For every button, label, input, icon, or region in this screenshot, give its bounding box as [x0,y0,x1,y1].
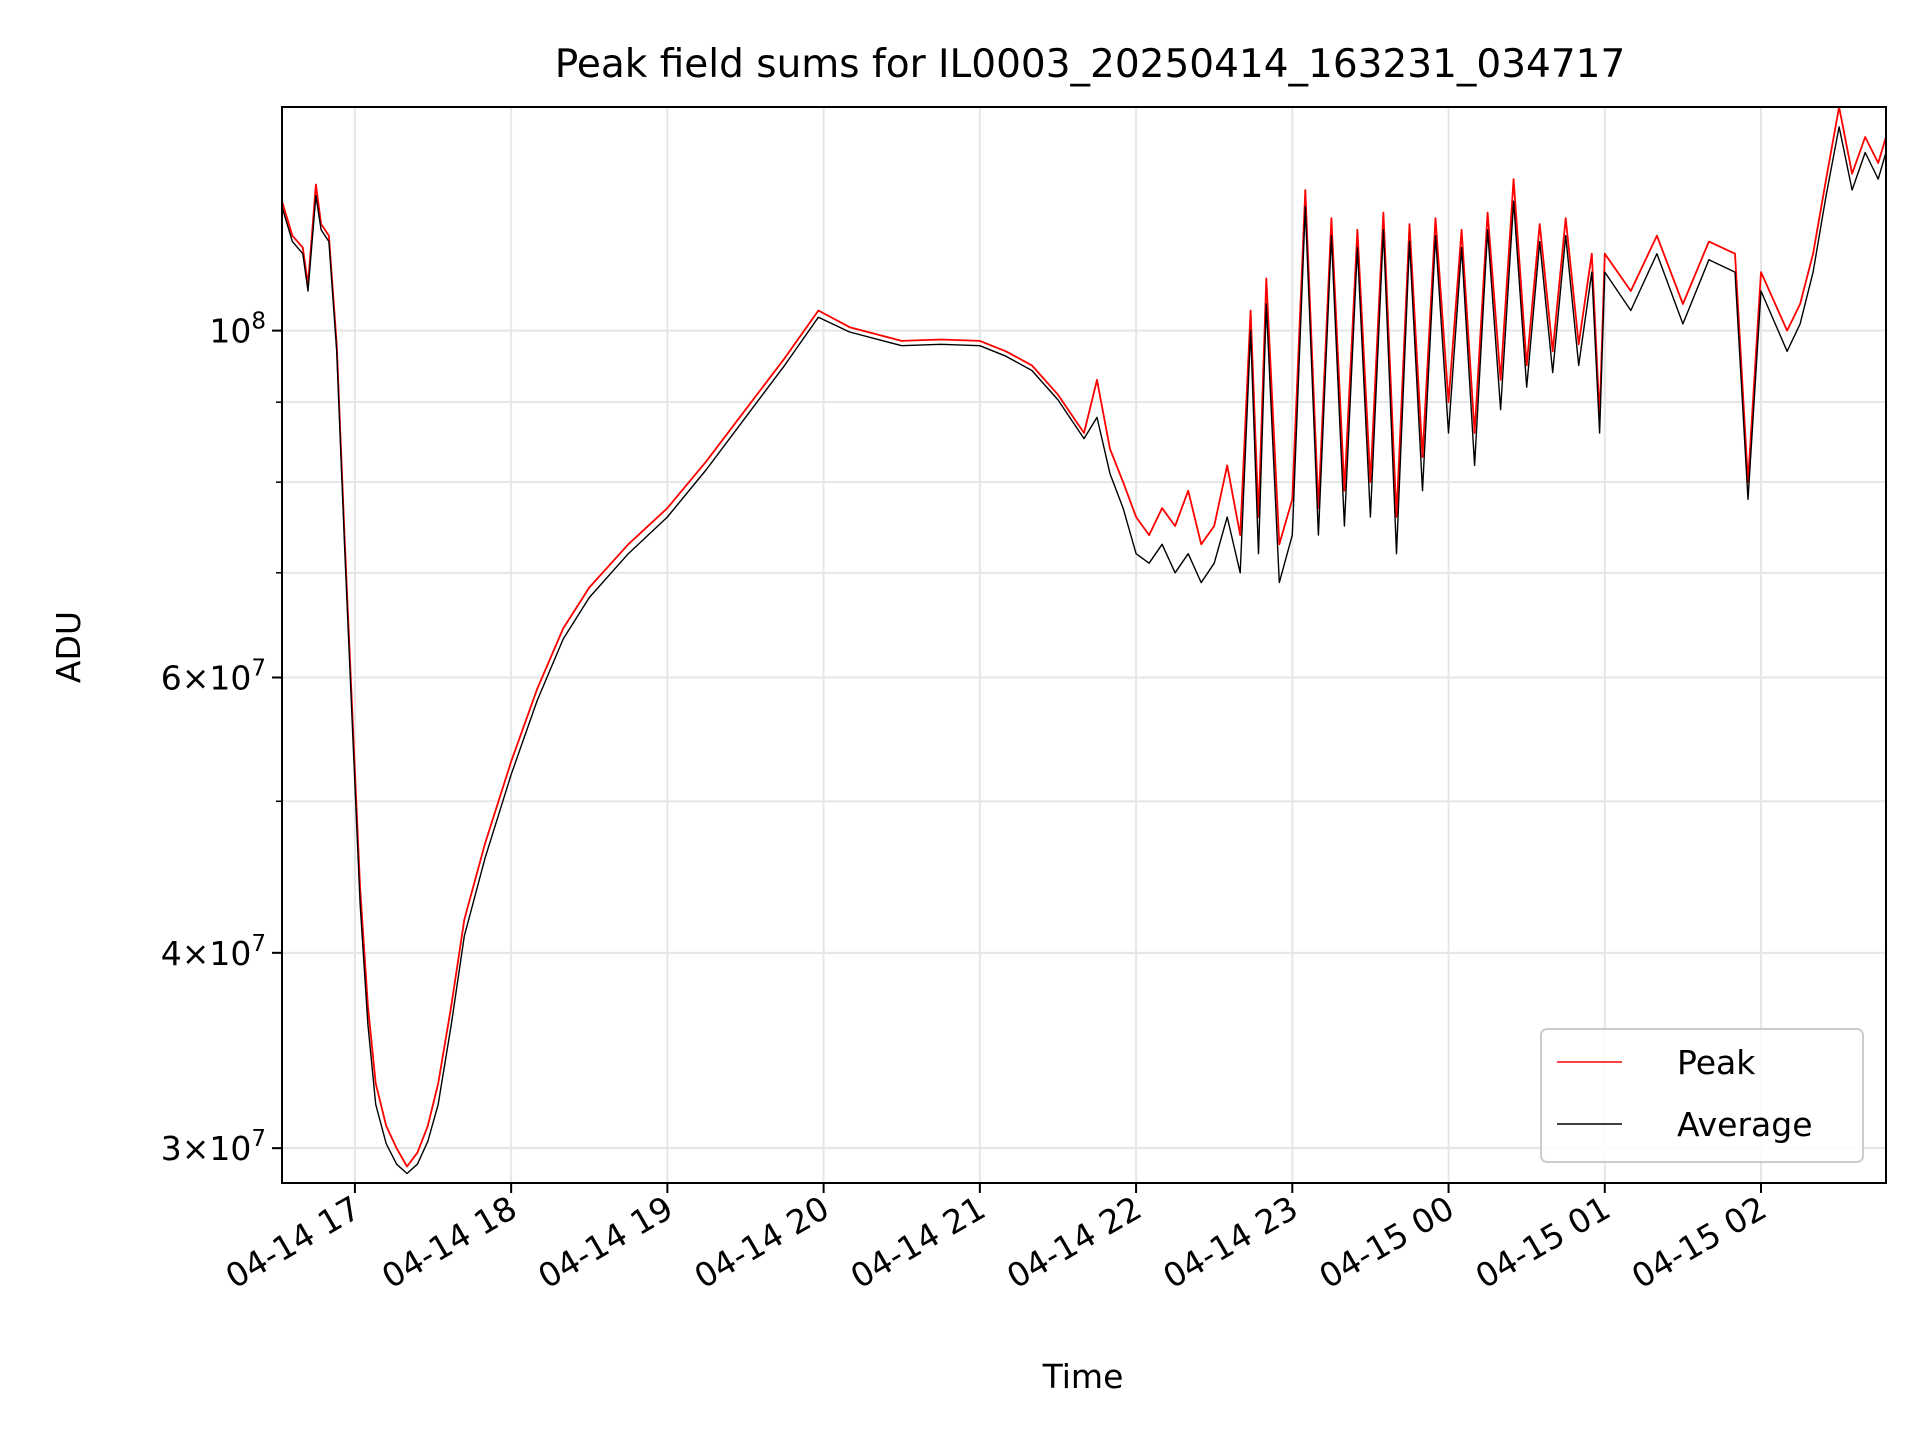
plot-frame [281,106,1887,1184]
series-line-peak [281,106,1887,1168]
x-tick-label: 04-14 21 [844,1188,992,1296]
x-tick-label: 04-14 20 [688,1188,836,1296]
x-tick-label: 04-14 19 [531,1188,679,1296]
x-axis-label: Time [1042,1357,1124,1396]
legend-label-average: Average [1677,1105,1813,1144]
x-tick-label: 04-15 01 [1469,1188,1617,1296]
legend: Peak Average [1540,1028,1864,1163]
grid [282,107,1886,1183]
y-tick-label: 3×107 [161,1126,266,1168]
plot-series [281,106,1887,1175]
x-tick-label: 04-14 22 [1000,1188,1148,1296]
x-tick-label: 04-14 23 [1156,1188,1304,1296]
series-line-average [281,126,1887,1175]
y-axis-label: ADU [49,611,88,683]
y-axis-ticks: 3×107 4×107 6×107 108 [161,309,282,1168]
x-tick-label: 04-14 18 [375,1188,523,1296]
legend-label-peak: Peak [1677,1043,1756,1082]
y-tick-label: 108 [209,309,266,351]
y-tick-label: 4×107 [161,931,266,973]
y-tick-label: 6×107 [161,655,266,697]
chart-title: Peak field sums for IL0003_20250414_1632… [555,42,1626,87]
x-tick-label: 04-15 00 [1313,1188,1461,1296]
x-axis-ticks: 04-14 17 04-14 18 04-14 19 04-14 20 04-14 21… [219,1183,1773,1296]
x-tick-label: 04-14 17 [219,1188,367,1296]
x-tick-label: 04-15 02 [1625,1188,1773,1296]
